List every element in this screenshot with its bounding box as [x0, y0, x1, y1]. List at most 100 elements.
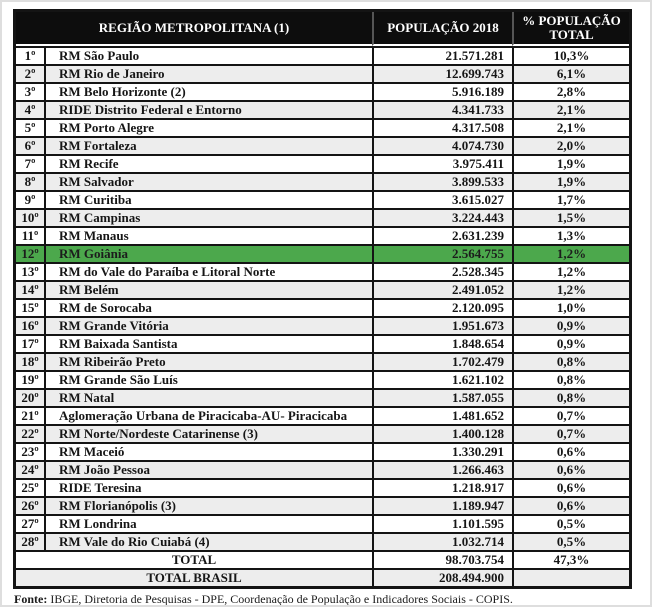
percent-cell: 1,2% — [512, 280, 629, 298]
table-row: 23º RM Maceió 1.330.291 0,6% — [16, 442, 629, 460]
table-row: 4º RIDE Distrito Federal e Entorno 4.341.7… — [16, 100, 629, 118]
population-cell: 4.317.508 — [372, 118, 512, 136]
percent-cell: 1,9% — [512, 172, 629, 190]
rank-cell: 7º — [16, 154, 44, 172]
table-row: 13º RM do Vale do Paraíba e Litoral Norte… — [16, 262, 629, 280]
region-cell: RM de Sorocaba — [44, 298, 372, 316]
region-cell: RM Florianópolis (3) — [44, 496, 372, 514]
population-cell: 4.341.733 — [372, 100, 512, 118]
population-cell: 1.218.917 — [372, 478, 512, 496]
percent-cell: 0,8% — [512, 370, 629, 388]
table-row: 11º RM Manaus 2.631.239 1,3% — [16, 226, 629, 244]
region-cell: RM João Pessoa — [44, 460, 372, 478]
region-cell: RIDE Distrito Federal e Entorno — [44, 100, 372, 118]
total-label-cell: TOTAL BRASIL — [16, 568, 372, 586]
population-cell: 3.224.443 — [372, 208, 512, 226]
population-cell: 2.491.052 — [372, 280, 512, 298]
population-cell: 3.975.411 — [372, 154, 512, 172]
rank-cell: 28º — [16, 532, 44, 550]
percent-cell: 2,1% — [512, 118, 629, 136]
percent-cell: 2,1% — [512, 100, 629, 118]
rank-cell: 8º — [16, 172, 44, 190]
table-row: 7º RM Recife 3.975.411 1,9% — [16, 154, 629, 172]
region-cell: RM Vale do Rio Cuiabá (4) — [44, 532, 372, 550]
percent-cell: 1,3% — [512, 226, 629, 244]
rank-cell: 6º — [16, 136, 44, 154]
percent-cell: 0,7% — [512, 424, 629, 442]
rank-cell: 16º — [16, 316, 44, 334]
percent-cell: 1,0% — [512, 298, 629, 316]
table-row: 26º RM Florianópolis (3) 1.189.947 0,6% — [16, 496, 629, 514]
region-cell: RM Grande São Luís — [44, 370, 372, 388]
region-cell: RM Belém — [44, 280, 372, 298]
table-row: 6º RM Fortaleza 4.074.730 2,0% — [16, 136, 629, 154]
table-row: 28º RM Vale do Rio Cuiabá (4) 1.032.714 0,5… — [16, 532, 629, 550]
total-population-cell: 208.494.900 — [372, 568, 512, 586]
source-note: Fonte: IBGE, Diretoria de Pesquisas - DP… — [14, 592, 650, 606]
table-row: 9º RM Curitiba 3.615.027 1,7% — [16, 190, 629, 208]
total-row: TOTAL BRASIL 208.494.900 — [16, 568, 629, 586]
total-population-cell: 98.703.754 — [372, 550, 512, 568]
population-cell: 1.702.479 — [372, 352, 512, 370]
population-cell: 1.621.102 — [372, 370, 512, 388]
population-cell: 1.951.673 — [372, 316, 512, 334]
population-cell: 3.899.533 — [372, 172, 512, 190]
table-row: 2º RM Rio de Janeiro 12.699.743 6,1% — [16, 64, 629, 82]
percent-cell: 1,2% — [512, 262, 629, 280]
rank-cell: 12º — [16, 244, 44, 262]
rank-cell: 17º — [16, 334, 44, 352]
table-row: 1º RM São Paulo 21.571.281 10,3% — [16, 46, 629, 64]
table-row: 12º RM Goiânia 2.564.755 1,2% — [16, 244, 629, 262]
population-cell: 2.528.345 — [372, 262, 512, 280]
population-cell: 1.101.595 — [372, 514, 512, 532]
region-cell: RM Goiânia — [44, 244, 372, 262]
table-row: 20º RM Natal 1.587.055 0,8% — [16, 388, 629, 406]
population-cell: 5.916.189 — [372, 82, 512, 100]
total-row: TOTAL 98.703.754 47,3% — [16, 550, 629, 568]
region-cell: RM Salvador — [44, 172, 372, 190]
percent-cell: 0,9% — [512, 334, 629, 352]
rank-cell: 4º — [16, 100, 44, 118]
population-table: REGIÃO METROPOLITANA (1) POPULAÇÃO 2018 … — [13, 9, 632, 589]
rank-cell: 19º — [16, 370, 44, 388]
header-row: REGIÃO METROPOLITANA (1) POPULAÇÃO 2018 … — [16, 12, 629, 46]
table-row: 21º Aglomeração Urbana de Piracicaba-AU- … — [16, 406, 629, 424]
header-percent: % POPULAÇÃO TOTAL — [512, 12, 629, 46]
source-label: Fonte: — [14, 592, 48, 606]
percent-cell: 1,9% — [512, 154, 629, 172]
percent-cell: 0,8% — [512, 388, 629, 406]
table-row: 3º RM Belo Horizonte (2) 5.916.189 2,8% — [16, 82, 629, 100]
population-cell: 1.481.652 — [372, 406, 512, 424]
region-cell: RM Natal — [44, 388, 372, 406]
region-cell: RM Grande Vitória — [44, 316, 372, 334]
region-cell: RM Rio de Janeiro — [44, 64, 372, 82]
population-cell: 1.032.714 — [372, 532, 512, 550]
total-label-cell: TOTAL — [16, 550, 372, 568]
percent-cell: 6,1% — [512, 64, 629, 82]
population-cell: 1.587.055 — [372, 388, 512, 406]
population-cell: 1.330.291 — [372, 442, 512, 460]
region-cell: RM Manaus — [44, 226, 372, 244]
percent-cell: 1,7% — [512, 190, 629, 208]
table-row: 19º RM Grande São Luís 1.621.102 0,8% — [16, 370, 629, 388]
rank-cell: 5º — [16, 118, 44, 136]
rank-cell: 1º — [16, 46, 44, 64]
table-row: 27º RM Londrina 1.101.595 0,5% — [16, 514, 629, 532]
percent-cell: 1,5% — [512, 208, 629, 226]
rank-cell: 3º — [16, 82, 44, 100]
region-cell: RIDE Teresina — [44, 478, 372, 496]
rank-cell: 20º — [16, 388, 44, 406]
region-cell: RM Fortaleza — [44, 136, 372, 154]
region-cell: RM Maceió — [44, 442, 372, 460]
table-body: 1º RM São Paulo 21.571.281 10,3% 2º RM Rio de… — [16, 46, 629, 586]
rank-cell: 25º — [16, 478, 44, 496]
percent-cell: 0,9% — [512, 316, 629, 334]
region-cell: RM Porto Alegre — [44, 118, 372, 136]
region-cell: RM Londrina — [44, 514, 372, 532]
population-cell: 4.074.730 — [372, 136, 512, 154]
header-region: REGIÃO METROPOLITANA (1) — [16, 12, 372, 46]
population-cell: 2.564.755 — [372, 244, 512, 262]
table-row: 22º RM Norte/Nordeste Catarinense (3) 1.40… — [16, 424, 629, 442]
rank-cell: 18º — [16, 352, 44, 370]
percent-cell: 10,3% — [512, 46, 629, 64]
